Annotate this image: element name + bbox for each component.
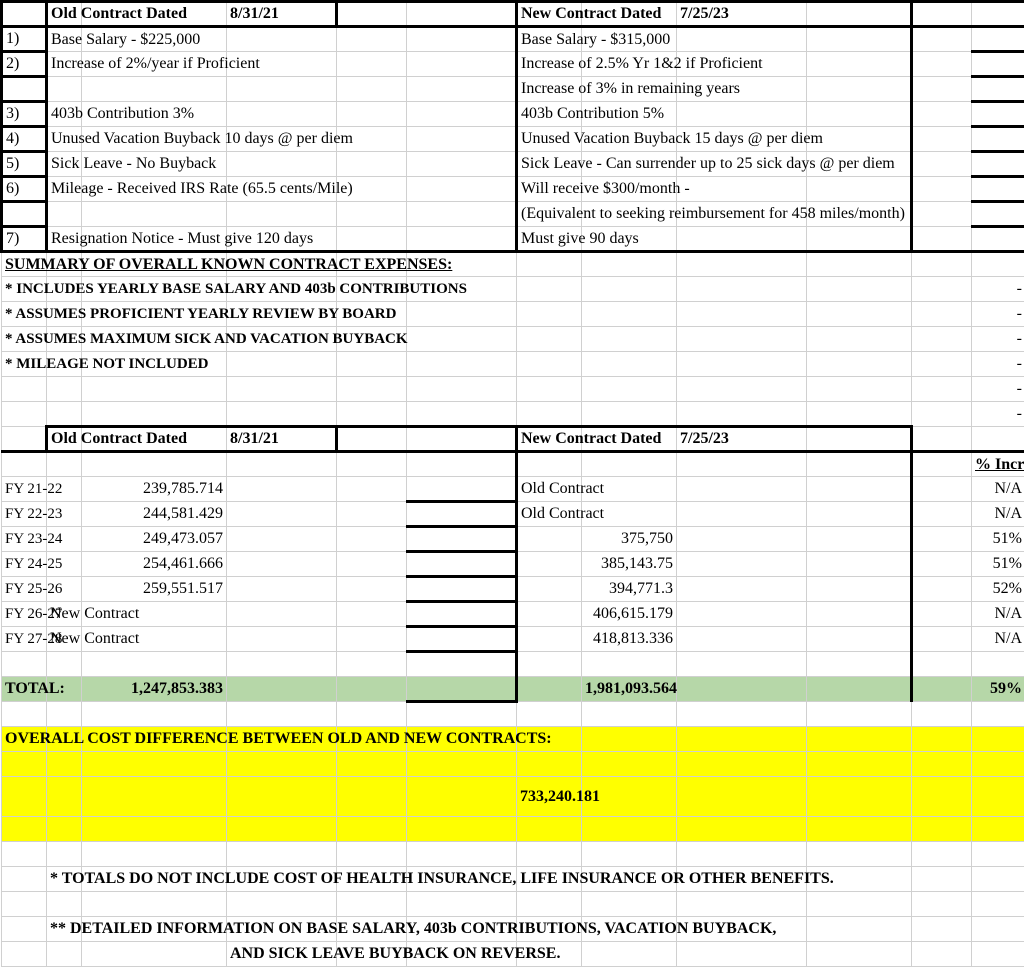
term-old bbox=[47, 202, 82, 227]
term-row-number: 2) bbox=[2, 52, 47, 77]
fy-pct: N/A bbox=[972, 627, 1024, 652]
summary-bullet: * ASSUMES MAXIMUM SICK AND VACATION BUYB… bbox=[2, 327, 47, 352]
term-row-number bbox=[2, 202, 47, 227]
term-old bbox=[47, 77, 82, 102]
term-row-number: 4) bbox=[2, 127, 47, 152]
term-new: Increase of 3% in remaining years bbox=[517, 77, 582, 102]
old-contract-date-2: 8/31/21 bbox=[227, 427, 337, 452]
summary-bullet: * INCLUDES YEARLY BASE SALARY AND 403b C… bbox=[2, 277, 47, 302]
fy-pct: 51% bbox=[972, 552, 1024, 577]
term-old: Base Salary - $225,000 bbox=[47, 27, 82, 52]
old-contract-date: 8/31/21 bbox=[227, 2, 337, 27]
fy-old-value: 249,473.057 bbox=[82, 527, 227, 552]
term-old: Increase of 2%/year if Proficient bbox=[47, 52, 82, 77]
total-pct: 59% bbox=[972, 677, 1024, 702]
fy-label: FY 27-28 bbox=[2, 627, 47, 652]
summary-bullet: * MILEAGE NOT INCLUDED bbox=[2, 352, 47, 377]
term-old: Mileage - Received IRS Rate (65.5 cents/… bbox=[47, 177, 82, 202]
term-row-number: 6) bbox=[2, 177, 47, 202]
term-row-number: 5) bbox=[2, 152, 47, 177]
term-new: Will receive $300/month - bbox=[517, 177, 582, 202]
term-old: Resignation Notice - Must give 120 days bbox=[47, 227, 82, 252]
fy-pct: 52% bbox=[972, 577, 1024, 602]
fy-old-value: 254,461.666 bbox=[82, 552, 227, 577]
term-row-number bbox=[2, 77, 47, 102]
fy-new-value: 418,813.336 bbox=[582, 627, 677, 652]
new-contract-header-2: New Contract Dated bbox=[517, 427, 582, 452]
footnote-b2: AND SICK LEAVE BUYBACK ON REVERSE. bbox=[227, 942, 337, 967]
fy-pct: N/A bbox=[972, 602, 1024, 627]
new-contract-header: New Contract Dated bbox=[517, 2, 582, 27]
fy-pct: N/A bbox=[972, 477, 1024, 502]
total-new: 1,981,093.564 bbox=[582, 677, 677, 702]
total-label: TOTAL: bbox=[2, 677, 47, 702]
diff-value: 733,240.181 bbox=[517, 777, 582, 817]
fy-new-value: 394,771.3 bbox=[582, 577, 677, 602]
term-new: Increase of 2.5% Yr 1&2 if Proficient bbox=[517, 52, 582, 77]
summary-bullet: * ASSUMES PROFICIENT YEARLY REVIEW BY BO… bbox=[2, 302, 47, 327]
footnote-b1: ** DETAILED INFORMATION ON BASE SALARY, … bbox=[47, 917, 82, 942]
term-old: 403b Contribution 3% bbox=[47, 102, 82, 127]
old-contract-header: Old Contract Dated bbox=[47, 2, 82, 27]
term-row-number: 7) bbox=[2, 227, 47, 252]
term-new: Sick Leave - Can surrender up to 25 sick… bbox=[517, 152, 582, 177]
fy-new-value: 406,615.179 bbox=[582, 602, 677, 627]
term-new: Base Salary - $315,000 bbox=[517, 27, 582, 52]
term-row-number: 3) bbox=[2, 102, 47, 127]
diff-label: OVERALL COST DIFFERENCE BETWEEN OLD AND … bbox=[2, 727, 47, 752]
term-old: Unused Vacation Buyback 10 days @ per di… bbox=[47, 127, 82, 152]
fy-old-value: 239,785.714 bbox=[82, 477, 227, 502]
fy-pct: 51% bbox=[972, 527, 1024, 552]
term-new: Unused Vacation Buyback 15 days @ per di… bbox=[517, 127, 582, 152]
term-new: (Equivalent to seeking reimbursement for… bbox=[517, 202, 582, 227]
fy-new-value: 385,143.75 bbox=[582, 552, 677, 577]
footnote-a: * TOTALS DO NOT INCLUDE COST OF HEALTH I… bbox=[47, 867, 82, 892]
term-new: 403b Contribution 5% bbox=[517, 102, 582, 127]
fy-new-value: Old Contract bbox=[517, 502, 582, 527]
fy-old-value: New Contract bbox=[47, 627, 82, 652]
fy-new-value: 375,750 bbox=[582, 527, 677, 552]
spreadsheet: Old Contract Dated 8/31/21 New Contract Da… bbox=[0, 0, 1024, 967]
term-row-number: 1) bbox=[2, 27, 47, 52]
term-old: Sick Leave - No Buyback bbox=[47, 152, 82, 177]
fy-old-value: 259,551.517 bbox=[82, 577, 227, 602]
old-contract-header-2: Old Contract Dated bbox=[47, 427, 82, 452]
fy-label: FY 21-22 bbox=[2, 477, 47, 502]
fy-new-value: Old Contract bbox=[517, 477, 582, 502]
fy-old-value: 244,581.429 bbox=[82, 502, 227, 527]
pct-increase-header: % Increase bbox=[972, 452, 1024, 477]
fy-label: FY 22-23 bbox=[2, 502, 47, 527]
fy-pct: N/A bbox=[972, 502, 1024, 527]
fy-label: FY 24-25 bbox=[2, 552, 47, 577]
new-contract-date-2: 7/25/23 bbox=[677, 427, 807, 452]
summary-title: SUMMARY OF OVERALL KNOWN CONTRACT EXPENS… bbox=[2, 252, 47, 277]
term-new: Must give 90 days bbox=[517, 227, 582, 252]
fy-old-value: New Contract bbox=[47, 602, 82, 627]
fy-label: FY 26-27 bbox=[2, 602, 47, 627]
fy-label: FY 23-24 bbox=[2, 527, 47, 552]
new-contract-date: 7/25/23 bbox=[677, 2, 807, 27]
total-old: 1,247,853.383 bbox=[82, 677, 227, 702]
fy-label: FY 25-26 bbox=[2, 577, 47, 602]
